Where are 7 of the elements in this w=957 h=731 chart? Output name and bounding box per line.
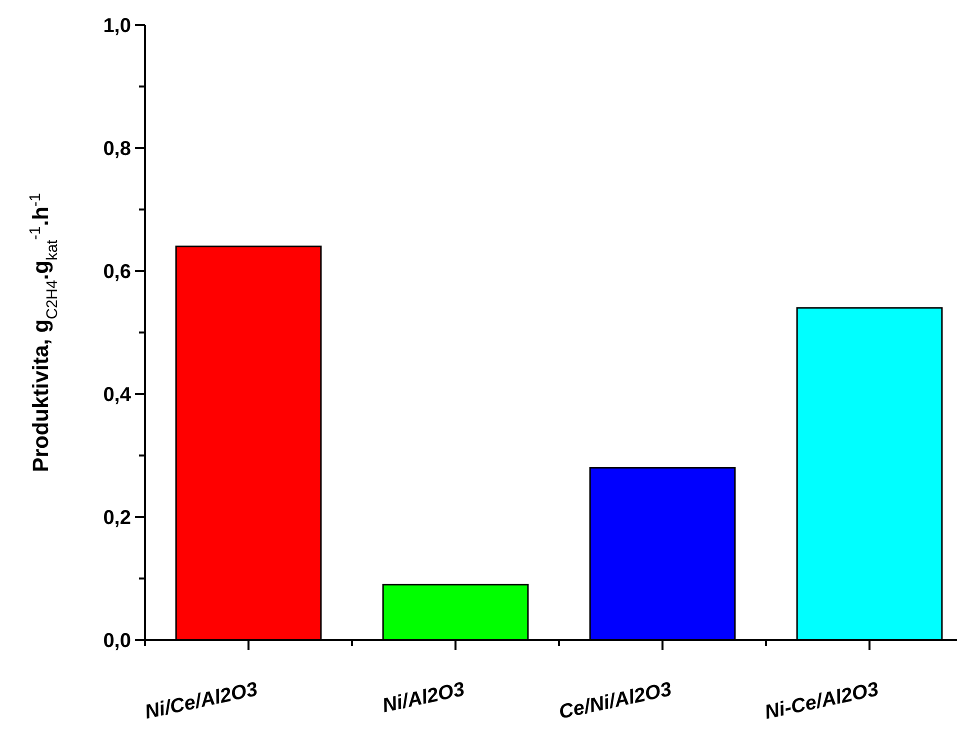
y-tick-label: 0,0: [103, 630, 131, 652]
y-tick-label: 0,4: [103, 384, 132, 406]
y-tick-label: 0,2: [103, 507, 131, 529]
y-tick-label: 0,6: [103, 261, 131, 283]
y-tick-label: 1,0: [103, 15, 131, 37]
y-tick-label: 0,8: [103, 138, 131, 160]
x-tick-label: Ni/Al2O3: [380, 678, 467, 718]
